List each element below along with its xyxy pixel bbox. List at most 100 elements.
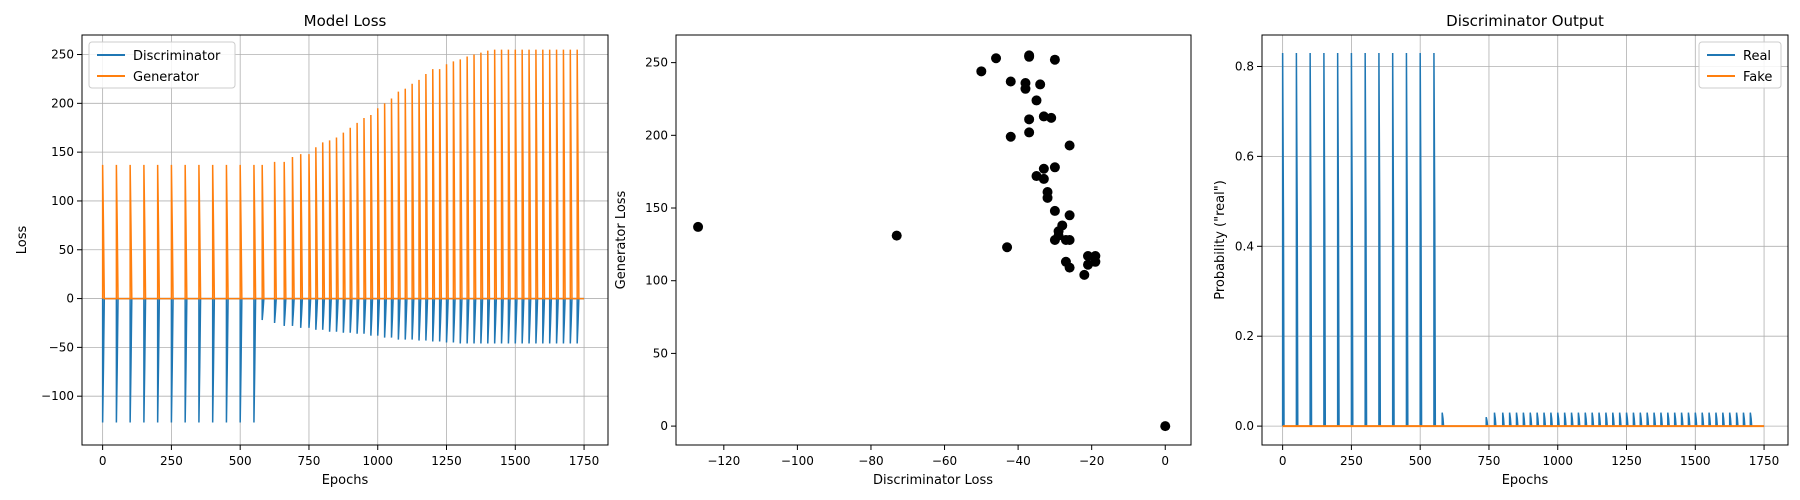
x-tick-label: −80: [858, 454, 883, 468]
x-tick-label: 1000: [362, 454, 393, 468]
y-tick-label: 0: [66, 292, 74, 306]
x-tick-label: 1000: [1542, 454, 1573, 468]
y-ticks: 0 50 100 150 200 250: [645, 56, 676, 433]
x-axis-label: Epochs: [322, 473, 369, 488]
x-axis-label: Discriminator Loss: [873, 473, 993, 488]
y-tick-label: 0.0: [1235, 419, 1254, 433]
y-tick-label: 100: [645, 274, 668, 288]
plot-area: [1262, 35, 1788, 445]
scatter-point: [1064, 262, 1075, 273]
x-tick-label: 1750: [569, 454, 600, 468]
y-ticks: −100 −50 0 50 100 150 200 250: [41, 48, 82, 403]
scatter-point: [891, 230, 902, 241]
scatter-point: [1064, 140, 1075, 151]
y-tick-label: 150: [51, 145, 74, 159]
scatter-point: [1083, 250, 1093, 261]
y-axis-label: Loss: [15, 226, 30, 255]
axes-frame: [1261, 34, 1789, 446]
legend: Discriminator Generator: [88, 41, 236, 89]
x-tick-label: 250: [160, 454, 183, 468]
y-tick-label: 50: [59, 243, 74, 257]
x-tick-label: 1500: [1680, 454, 1711, 468]
scatter-point: [1046, 112, 1057, 123]
y-tick-label: 0.2: [1235, 329, 1254, 343]
y-tick-label: −100: [41, 389, 74, 403]
model-loss-chart: 0 250 500 750 1000 1250 1500 1750 −100 −50 0 50 100…: [15, 12, 609, 488]
x-tick-label: 1250: [431, 454, 462, 468]
x-tick-label: −60: [932, 454, 957, 468]
scatter-point: [1038, 163, 1049, 174]
chart-title: Discriminator Output: [1446, 12, 1604, 30]
legend-label-real: Real: [1743, 49, 1771, 64]
x-tick-label: 0: [99, 454, 107, 468]
x-tick-label: −120: [707, 454, 740, 468]
scatter-point: [1049, 205, 1060, 216]
scatter-point: [991, 53, 1002, 64]
scatter-point: [1064, 210, 1075, 221]
y-axis-label: Generator Loss: [614, 190, 629, 289]
x-axis-label: Epochs: [1502, 473, 1549, 488]
axes-frame: [81, 34, 609, 446]
scatter-point: [1042, 192, 1053, 203]
y-ticks: 0.0 0.2 0.4 0.6 0.8: [1235, 59, 1262, 433]
scatter-point: [1160, 421, 1171, 432]
points-layer: [693, 50, 1171, 432]
scatter-point: [1053, 230, 1064, 241]
series-layer: [1281, 52, 1765, 428]
legend-label-fake: Fake: [1743, 70, 1772, 85]
x-ticks: −120 −100 −80 −60 −40 −20 0: [707, 445, 1169, 468]
series-layer: [101, 49, 585, 423]
loss-scatter-chart: −120 −100 −80 −60 −40 −20 0 0 50 100 150 200 250 Di…: [614, 34, 1192, 488]
scatter-point: [1005, 76, 1016, 87]
scatter-point: [1064, 235, 1075, 245]
x-tick-label: 0: [1279, 454, 1287, 468]
scatter-point: [693, 221, 704, 232]
y-tick-label: 200: [645, 128, 668, 142]
y-axis-label: Probability ("real"): [1213, 180, 1228, 300]
scatter-point: [1020, 77, 1031, 88]
y-tick-label: 0: [660, 419, 668, 433]
x-tick-label: 500: [1409, 454, 1432, 468]
legend-label-discriminator: Discriminator: [133, 49, 221, 64]
x-tick-label: 250: [1340, 454, 1363, 468]
scatter-point: [1049, 54, 1060, 65]
y-tick-label: −50: [49, 340, 74, 354]
scatter-point: [1079, 269, 1090, 280]
y-tick-label: 150: [645, 201, 668, 215]
scatter-point: [1002, 242, 1013, 253]
x-tick-label: 750: [1478, 454, 1501, 468]
y-tick-label: 50: [653, 346, 668, 360]
x-tick-label: 1250: [1611, 454, 1642, 468]
x-tick-label: 500: [229, 454, 252, 468]
x-tick-label: 1750: [1749, 454, 1780, 468]
y-tick-label: 0.6: [1235, 149, 1254, 163]
scatter-point: [1031, 171, 1042, 182]
legend: Real Fake: [1698, 41, 1782, 89]
scatter-point: [1024, 127, 1035, 138]
x-ticks: 0 250 500 750 1000 1250 1500 1750: [1279, 445, 1780, 468]
plot-area: [676, 35, 1191, 445]
scatter-point: [1024, 114, 1035, 125]
x-tick-label: −20: [1079, 454, 1104, 468]
y-tick-label: 0.8: [1235, 59, 1254, 73]
x-tick-label: 750: [298, 454, 321, 468]
y-tick-label: 200: [51, 96, 74, 110]
scatter-point: [976, 66, 987, 77]
discriminator-output-chart: 0 250 500 750 1000 1250 1500 1750 0.00.20.40.60…: [1213, 12, 1789, 488]
series-line-discriminator: [101, 297, 585, 423]
legend-box: [88, 41, 236, 89]
x-tick-label: 1500: [500, 454, 531, 468]
x-ticks: 0 250 500 750 1000 1250 1500 1750: [99, 445, 600, 468]
legend-label-generator: Generator: [133, 70, 200, 85]
y-tick-label: 250: [51, 48, 74, 62]
scatter-point: [1090, 256, 1101, 267]
chart-title: Model Loss: [304, 12, 387, 30]
y-tick-label: 100: [51, 194, 74, 208]
series-line-generator: [101, 49, 585, 300]
axes-frame: [675, 34, 1192, 446]
y-tick-label: 250: [645, 56, 668, 70]
scatter-point: [1005, 131, 1016, 142]
x-tick-label: −40: [1005, 454, 1030, 468]
scatter-point: [1031, 95, 1042, 106]
scatter-point: [1024, 51, 1035, 62]
